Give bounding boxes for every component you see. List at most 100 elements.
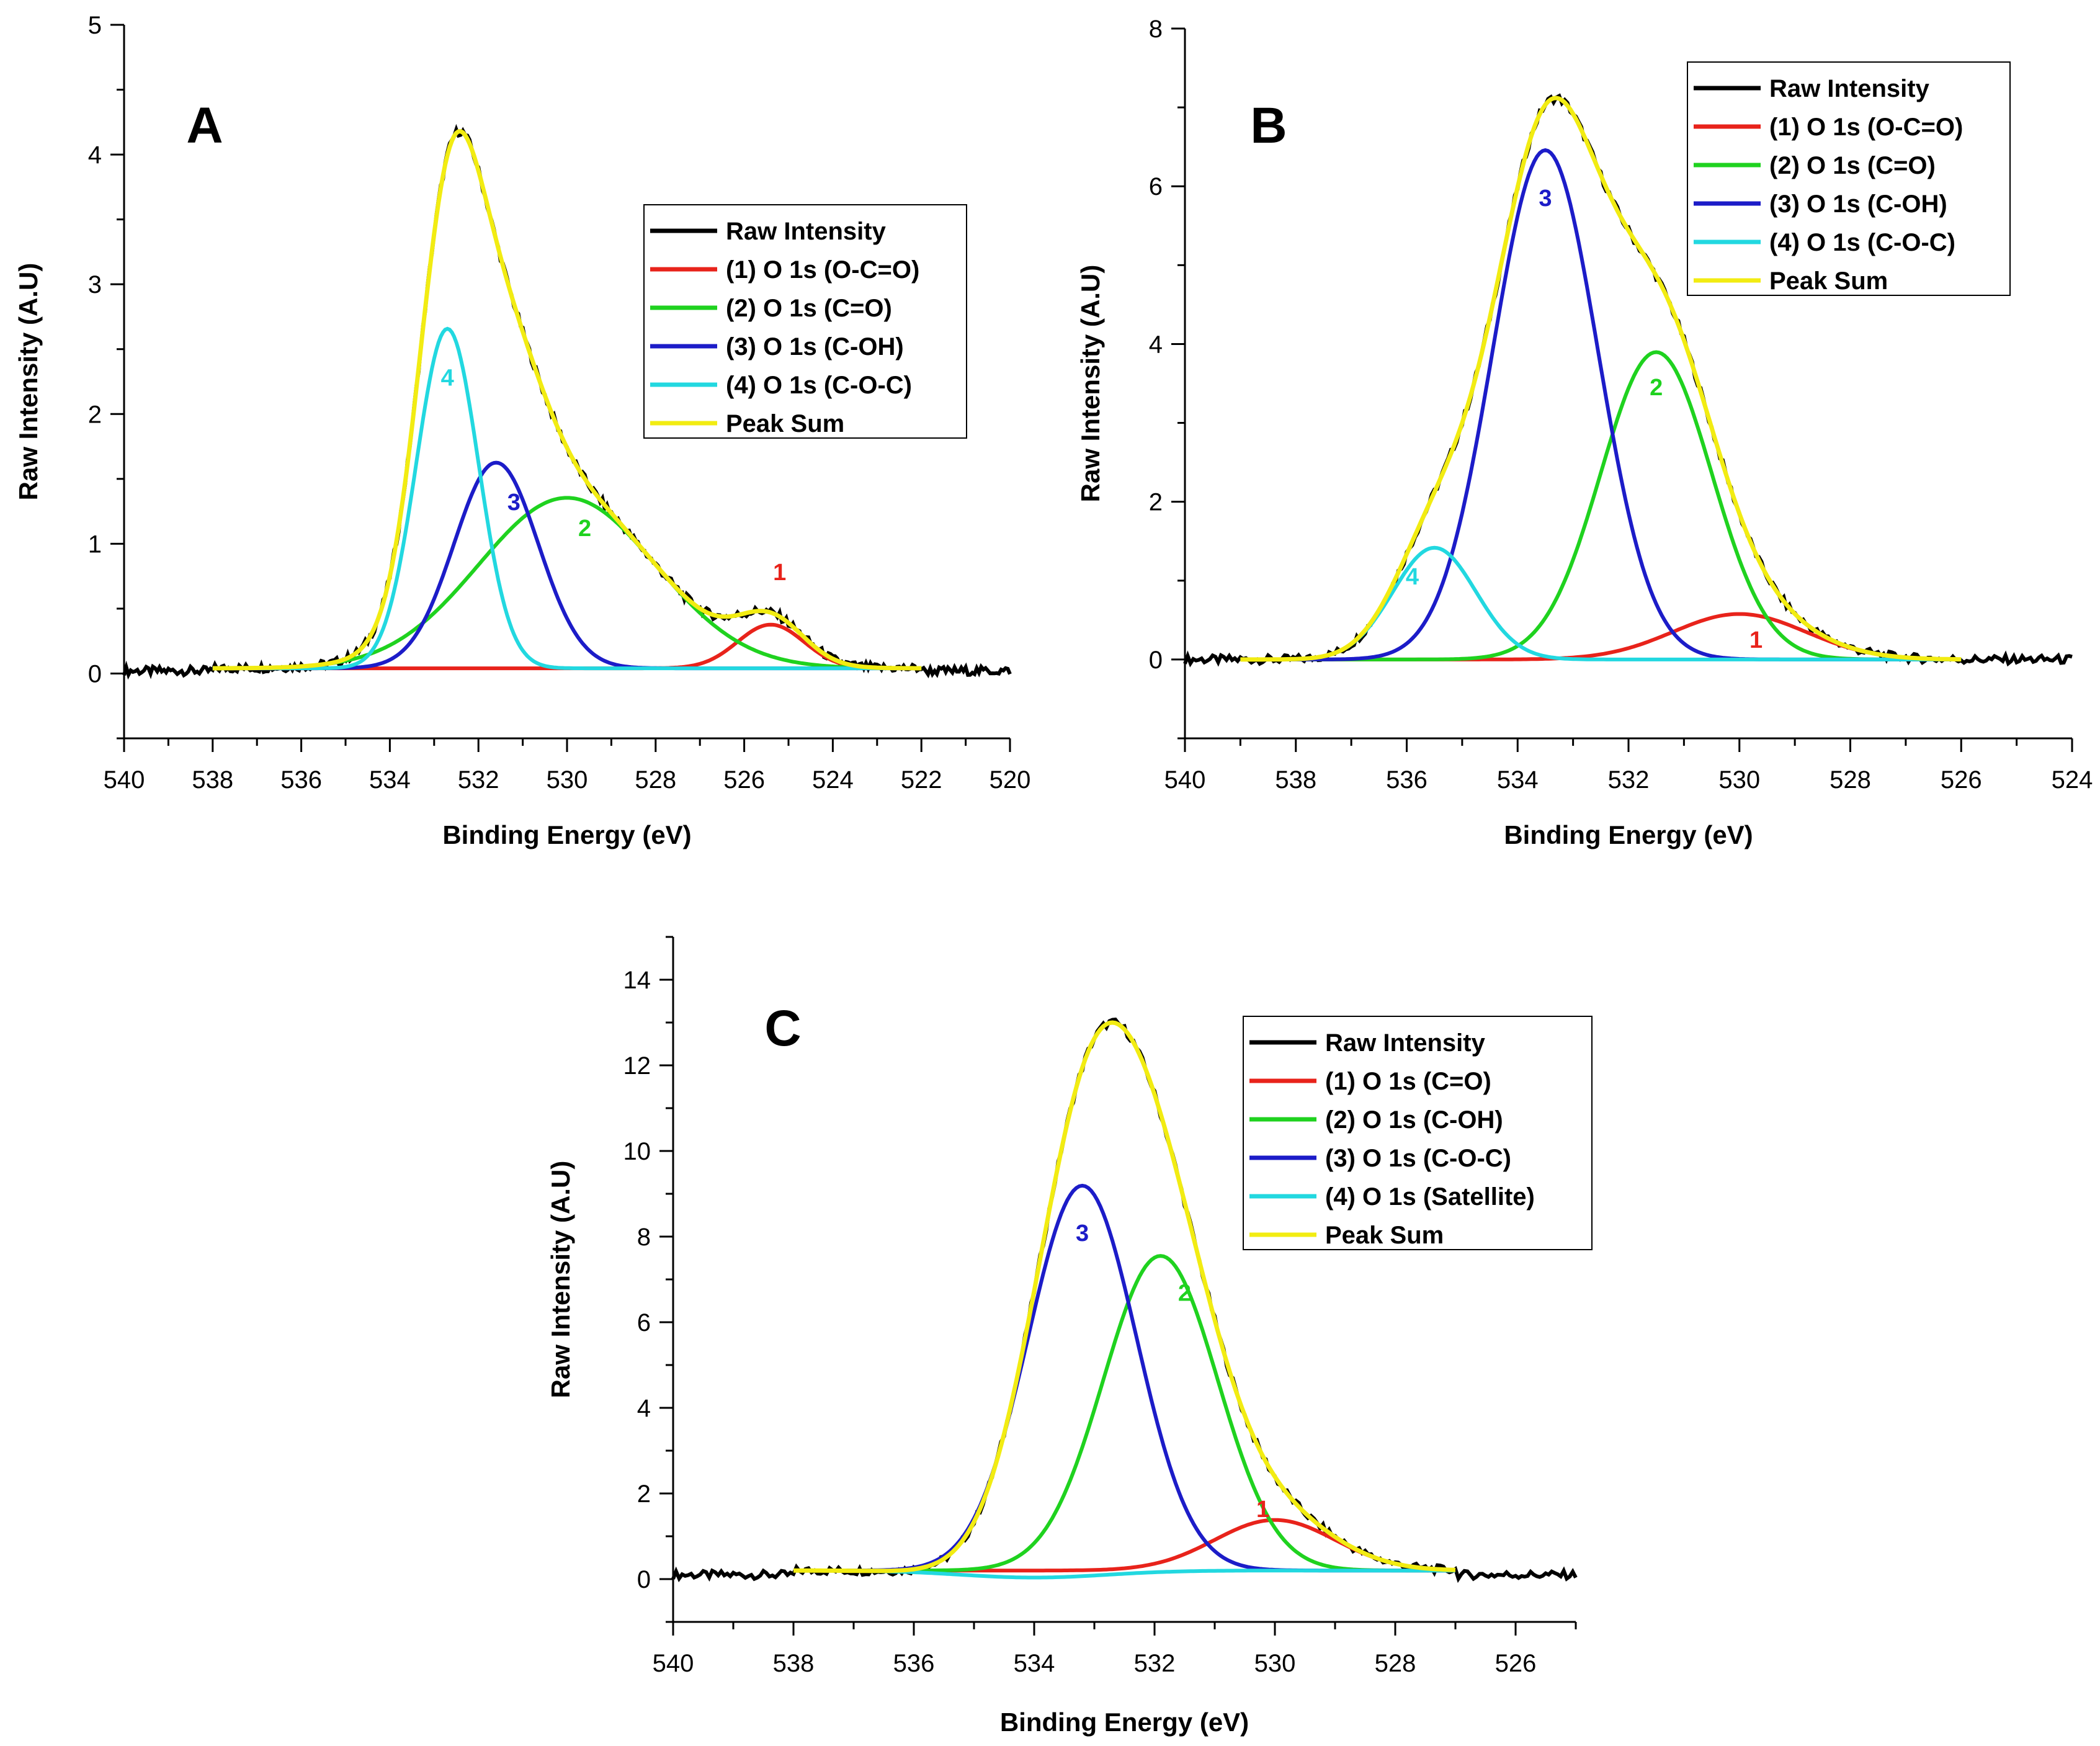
legend: Raw Intensity (1) O 1s (O-C=O) (2) O 1s (C… (643, 204, 967, 439)
legend-entry: Peak Sum (726, 410, 844, 437)
x-tick-label: 526 (723, 766, 765, 794)
component-series-1 (1240, 612, 1962, 661)
peak-label-2: 2 (1178, 1281, 1191, 1307)
legend: Raw Intensity (1) O 1s (O-C=O) (2) O 1s (C… (1687, 61, 2011, 296)
y-tick-label: 4 (88, 141, 102, 169)
legend-entry: (2) O 1s (C-OH) (1325, 1106, 1503, 1134)
x-tick-label: 530 (1254, 1650, 1296, 1677)
peak-label-1: 1 (1256, 1497, 1269, 1523)
legend-entry: (2) O 1s (C=O) (1769, 152, 1936, 179)
peak-label-1: 1 (1749, 627, 1763, 653)
x-tick-label: 534 (1014, 1650, 1055, 1677)
legend: Raw Intensity (1) O 1s (C=O) (2) O 1s (C-O… (1243, 1016, 1593, 1250)
x-tick-label: 532 (1608, 766, 1650, 794)
y-axis-title: Raw Intensity (A.U) (546, 1161, 575, 1399)
y-tick-label: 8 (637, 1224, 651, 1251)
panel-b: 540 538 536 534 532 530 528 526 524 0 2 4 6 8 Binding … (1076, 16, 2093, 849)
y-tick-label: 8 (1149, 16, 1163, 43)
x-tick-label: 536 (1386, 766, 1428, 794)
panel-letter: B (1250, 97, 1287, 154)
x-tick-label: 534 (369, 766, 411, 794)
y-tick-label: 1 (88, 531, 102, 558)
legend-entry: Peak Sum (1769, 267, 1888, 295)
component-series-1 (793, 1518, 1456, 1573)
y-axis-title: Raw Intensity (A.U) (14, 263, 43, 501)
x-tick-label: 536 (280, 766, 322, 794)
component-series-3 (212, 460, 922, 671)
peak-label-4: 4 (1406, 564, 1419, 590)
y-tick-label: 5 (88, 12, 102, 39)
y-tick-label: 0 (637, 1566, 651, 1593)
legend-entry: (4) O 1s (C-O-C) (726, 372, 912, 399)
x-tick-label: 540 (653, 1650, 694, 1677)
legend-entry: (3) O 1s (C-OH) (1769, 190, 1947, 218)
peak-label-4: 4 (441, 365, 454, 391)
y-tick-label: 3 (88, 271, 102, 298)
panel-letter: C (764, 1000, 801, 1057)
y-tick-label: 4 (637, 1395, 651, 1422)
legend-box (1687, 61, 2011, 296)
peak-label-2: 2 (1650, 375, 1663, 401)
y-tick-label: 6 (1149, 173, 1163, 200)
y-tick-label: 14 (623, 967, 651, 994)
x-tick-label: 528 (635, 766, 676, 794)
legend-box (1243, 1016, 1593, 1250)
legend-entry: (1) O 1s (C=O) (1325, 1068, 1491, 1095)
legend-entry: Raw Intensity (1769, 75, 1930, 102)
legend-entry: (3) O 1s (C-O-C) (1325, 1145, 1511, 1172)
x-tick-label: 536 (893, 1650, 935, 1677)
x-tick-label: 528 (1375, 1650, 1416, 1677)
y-tick-label: 0 (88, 660, 102, 687)
x-tick-label: 538 (773, 1650, 815, 1677)
legend-entry: (1) O 1s (O-C=O) (726, 256, 919, 284)
peak-label-3: 3 (1076, 1220, 1089, 1247)
legend-entry: Peak Sum (1325, 1222, 1444, 1249)
legend-entry: Raw Intensity (726, 218, 887, 245)
peak-label-2: 2 (578, 516, 591, 542)
component-series-4 (1240, 545, 1962, 661)
peak-label-3: 3 (1539, 186, 1552, 212)
x-tick-label: 522 (901, 766, 942, 794)
peak-label-3: 3 (507, 490, 521, 516)
y-tick-label: 12 (623, 1052, 651, 1080)
x-tick-label: 532 (1134, 1650, 1176, 1677)
component-series-2 (212, 496, 922, 670)
x-axis-title: Binding Energy (eV) (1000, 1708, 1249, 1737)
legend-box (643, 204, 967, 439)
x-tick-label: 524 (2052, 766, 2093, 794)
y-axis-title: Raw Intensity (A.U) (1076, 265, 1105, 503)
legend-entry: (3) O 1s (C-OH) (726, 333, 904, 360)
peak-sum-series (793, 1020, 1456, 1574)
x-tick-label: 540 (104, 766, 145, 794)
x-tick-label: 538 (1275, 766, 1316, 794)
x-tick-label: 528 (1830, 766, 1871, 794)
peak-label-1: 1 (773, 560, 786, 586)
panel-a: 540 538 536 534 532 530 528 526 524 522 520 0 1 2 3 4 5 B… (14, 12, 1030, 849)
x-tick-label: 526 (1941, 766, 1982, 794)
y-tick-label: 2 (1149, 489, 1163, 516)
component-series-4 (212, 326, 922, 671)
y-tick-label: 6 (637, 1309, 651, 1336)
x-axis-title: Binding Energy (eV) (1504, 820, 1753, 849)
peak-sum-series (212, 129, 922, 671)
x-tick-label: 538 (192, 766, 233, 794)
y-tick-label: 2 (88, 401, 102, 428)
x-tick-label: 520 (990, 766, 1031, 794)
x-tick-label: 526 (1495, 1650, 1537, 1677)
x-tick-label: 530 (1718, 766, 1760, 794)
panel-letter: A (186, 97, 223, 154)
legend-entry: (2) O 1s (C=O) (726, 295, 892, 322)
legend-entry: Raw Intensity (1325, 1029, 1486, 1057)
component-series-2 (1240, 350, 1962, 661)
x-tick-label: 532 (458, 766, 499, 794)
x-tick-label: 534 (1497, 766, 1539, 794)
component-series-2 (793, 1254, 1455, 1573)
x-tick-label: 530 (547, 766, 588, 794)
x-tick-label: 540 (1164, 766, 1206, 794)
y-tick-label: 2 (637, 1480, 651, 1508)
legend-entry: (4) O 1s (Satellite) (1325, 1183, 1535, 1211)
legend-entry: (4) O 1s (C-O-C) (1769, 229, 1955, 256)
x-tick-label: 524 (812, 766, 854, 794)
x-axis-title: Binding Energy (eV) (442, 820, 691, 849)
